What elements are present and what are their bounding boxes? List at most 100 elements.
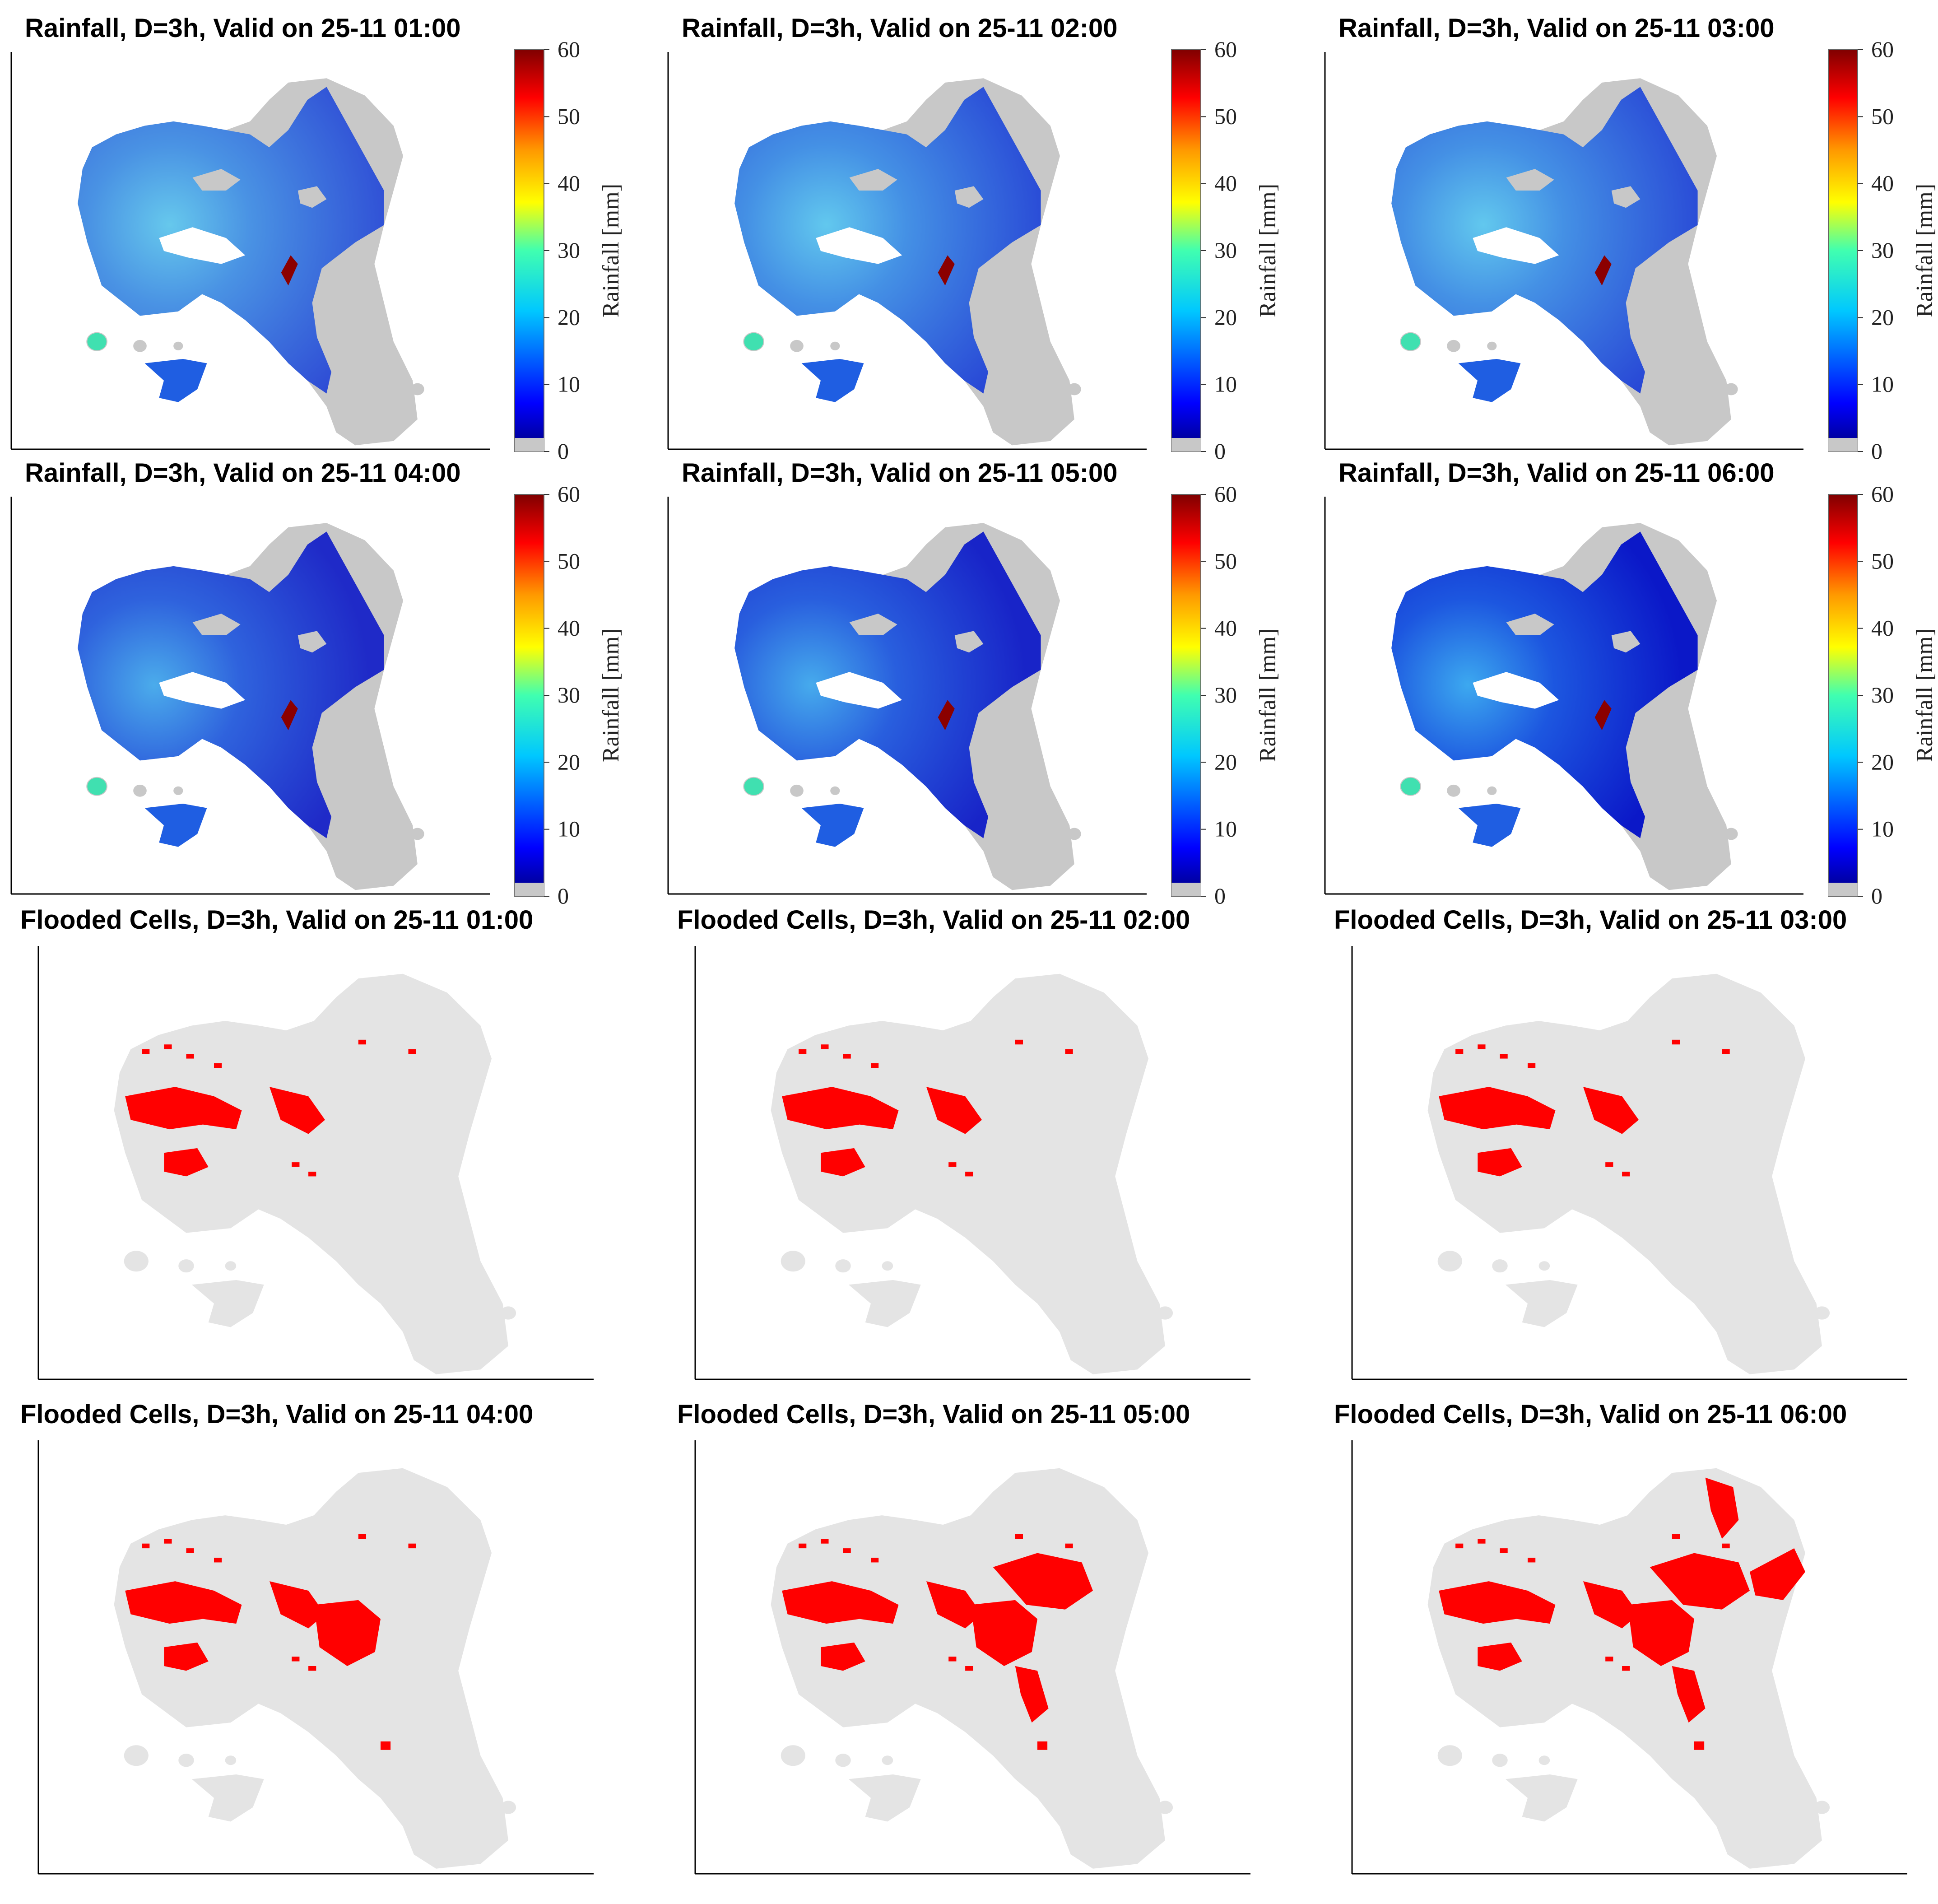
rain-southwest <box>144 804 207 847</box>
flooded-cell <box>381 1741 391 1750</box>
map <box>78 523 424 890</box>
islet <box>500 1306 516 1320</box>
flooded-cell <box>1455 1049 1464 1054</box>
colorbar-tick-label: 30 <box>1871 682 1894 708</box>
islet <box>1724 383 1738 396</box>
flooded-area <box>1672 1666 1706 1723</box>
rain-field <box>78 531 384 838</box>
colorbar-zero-band <box>1171 883 1201 896</box>
colorbar-zero-band <box>1828 883 1858 896</box>
islet <box>1538 1755 1550 1765</box>
flooded-cell <box>142 1049 150 1054</box>
flood-panel-3-0: Flooded Cells, D=3h, Valid on 25-11 04:0… <box>20 1400 594 1875</box>
rain-islet <box>1401 333 1420 350</box>
islet <box>830 341 840 350</box>
flooded-area <box>1627 1600 1694 1666</box>
islet <box>1157 1306 1173 1320</box>
colorbar-tick-label: 30 <box>1871 237 1894 263</box>
flood-panel-3-2: Flooded Cells, D=3h, Valid on 25-11 06:0… <box>1334 1400 1907 1875</box>
islet <box>1067 828 1081 840</box>
flooded-cell <box>821 1044 829 1049</box>
flooded-area <box>1583 1087 1639 1134</box>
islet <box>133 340 147 352</box>
flooded-area <box>926 1581 982 1629</box>
colorbar-tick-label: 50 <box>558 103 580 129</box>
rain-southwest <box>801 359 864 402</box>
islet <box>173 341 183 350</box>
flooded-area <box>926 1087 982 1134</box>
colorbar-tick-label: 50 <box>1214 548 1237 573</box>
map <box>1391 523 1738 890</box>
colorbar-tick-label: 40 <box>558 615 580 641</box>
rain-islet <box>87 333 107 350</box>
flooded-cell <box>871 1558 879 1563</box>
rain-southwest <box>1458 804 1521 847</box>
colorbar <box>514 49 544 452</box>
map <box>1427 973 1830 1374</box>
flooded-cell <box>1672 1039 1680 1045</box>
colorbar-tick-label: 50 <box>1214 103 1237 129</box>
flooded-cell <box>1478 1539 1486 1544</box>
flooded-area <box>1439 1581 1556 1624</box>
map <box>734 78 1081 446</box>
colorbar-label: Rainfall [mm] <box>1912 628 1938 762</box>
flooded-cell <box>214 1558 222 1563</box>
islet <box>790 340 804 352</box>
land-southwest <box>1505 1774 1578 1822</box>
panel-title: Rainfall, D=3h, Valid on 25-11 04:00 <box>25 458 460 488</box>
flood-panel-2-2: Flooded Cells, D=3h, Valid on 25-11 03:0… <box>1334 905 1907 1380</box>
flooded-cell <box>1694 1741 1705 1750</box>
flooded-area <box>270 1581 325 1629</box>
islet <box>133 784 147 797</box>
colorbar-tick-label: 60 <box>1214 37 1237 62</box>
sea-gap <box>1611 186 1641 208</box>
colorbar-tick-label: 40 <box>1214 615 1237 641</box>
flooded-cell <box>308 1172 316 1177</box>
islet <box>1487 786 1497 795</box>
colorbar-tick-label: 40 <box>1871 171 1894 196</box>
flooded-cell <box>1672 1534 1680 1539</box>
sea-gap <box>954 186 984 208</box>
colorbar-tick-label: 20 <box>558 749 580 774</box>
colorbar-zero-band <box>515 883 544 896</box>
colorbar-label: Rainfall [mm] <box>1255 628 1281 762</box>
flooded-cell <box>1037 1741 1048 1750</box>
sea-gap <box>1473 227 1559 264</box>
flooded-area <box>993 1553 1093 1610</box>
islet <box>1814 1801 1830 1814</box>
colorbar-tick-label: 30 <box>1214 682 1237 708</box>
islet <box>1724 828 1738 840</box>
colorbar-tick-label: 30 <box>558 237 580 263</box>
colorbar-tick-label: 20 <box>558 304 580 330</box>
rain-islet <box>744 333 763 350</box>
colorbar-tick-label: 10 <box>1871 816 1894 842</box>
flooded-cell <box>843 1054 851 1059</box>
land-southwest <box>848 1280 921 1327</box>
map <box>771 973 1173 1374</box>
flooded-cell <box>1065 1543 1073 1549</box>
colorbar <box>514 494 544 897</box>
islet <box>882 1261 893 1271</box>
islet <box>178 1754 194 1767</box>
rain-hotspot <box>281 255 298 286</box>
flooded-cell <box>1605 1162 1613 1167</box>
land-southwest <box>191 1280 264 1327</box>
flooded-cell <box>408 1543 416 1549</box>
colorbar-tick-label: 40 <box>1871 615 1894 641</box>
rain-southwest <box>1458 359 1521 402</box>
sea-gap <box>1506 614 1554 635</box>
panel-title: Flooded Cells, D=3h, Valid on 25-11 01:0… <box>20 905 533 935</box>
colorbar-tick-label: 30 <box>1214 237 1237 263</box>
flooded-area <box>821 1148 865 1177</box>
flooded-cell <box>1605 1657 1613 1662</box>
colorbar-tick-label: 0 <box>1214 438 1226 464</box>
colorbar-tick-label: 50 <box>558 548 580 573</box>
flooded-cell <box>1500 1054 1508 1059</box>
panel-title: Flooded Cells, D=3h, Valid on 25-11 03:0… <box>1334 905 1847 935</box>
flooded-cell <box>799 1049 807 1054</box>
flood-panel-2-0: Flooded Cells, D=3h, Valid on 25-11 01:0… <box>20 905 594 1380</box>
colorbar <box>1171 494 1201 897</box>
sea-gap <box>1473 672 1559 709</box>
flooded-cell <box>965 1172 973 1177</box>
